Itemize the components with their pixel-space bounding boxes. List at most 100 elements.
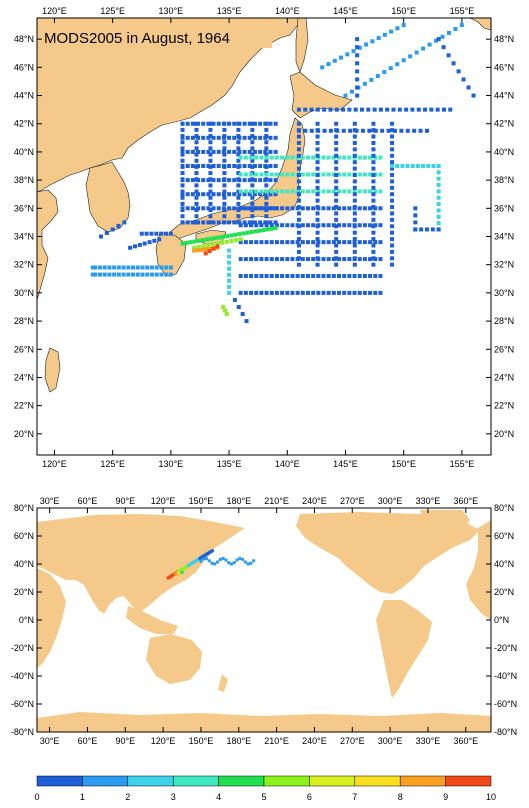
observation-marker bbox=[194, 152, 199, 157]
observation-marker bbox=[378, 107, 383, 112]
observation-marker bbox=[208, 164, 213, 169]
observation-marker bbox=[392, 128, 397, 133]
observation-marker bbox=[404, 107, 409, 112]
observation-marker bbox=[347, 107, 352, 112]
colorbar-segment bbox=[309, 775, 356, 787]
lon-tick-label: 150°E bbox=[391, 6, 416, 16]
observation-marker bbox=[196, 244, 201, 249]
lon-tick-label: 240°E bbox=[302, 736, 327, 746]
colorbar-segment bbox=[36, 775, 83, 787]
observation-marker bbox=[232, 135, 237, 140]
observation-marker bbox=[269, 172, 274, 177]
observation-marker bbox=[390, 217, 395, 222]
lat-tick-label: -40°N bbox=[494, 671, 517, 681]
observation-marker bbox=[378, 273, 383, 278]
observation-marker bbox=[436, 227, 441, 232]
colorbar-label: 6 bbox=[307, 792, 312, 802]
observation-marker bbox=[419, 227, 424, 232]
observation-marker bbox=[334, 179, 339, 184]
observation-marker bbox=[446, 30, 451, 35]
observation-marker bbox=[290, 189, 295, 194]
observation-marker bbox=[208, 140, 213, 145]
observation-marker bbox=[259, 189, 264, 194]
observation-marker bbox=[190, 220, 195, 225]
observation-marker bbox=[315, 211, 320, 216]
lat-tick-label: 28°N bbox=[494, 316, 514, 326]
observation-marker bbox=[321, 172, 326, 177]
observation-marker bbox=[321, 257, 326, 262]
observation-marker bbox=[362, 155, 367, 160]
observation-marker bbox=[274, 290, 279, 295]
observation-marker bbox=[180, 177, 185, 182]
lat-tick-label: 20°N bbox=[494, 429, 514, 439]
observation-marker bbox=[131, 265, 136, 270]
observation-marker bbox=[321, 223, 326, 228]
lat-tick-label: 46°N bbox=[494, 62, 514, 72]
observation-marker bbox=[243, 273, 248, 278]
observation-marker bbox=[269, 290, 274, 295]
observation-marker bbox=[352, 224, 357, 229]
observation-marker bbox=[157, 237, 162, 242]
global-land bbox=[37, 510, 491, 732]
observation-marker bbox=[371, 147, 376, 152]
observation-marker bbox=[334, 121, 339, 126]
observation-marker bbox=[252, 559, 256, 563]
observation-marker bbox=[116, 223, 121, 228]
observation-marker bbox=[250, 140, 255, 145]
colorbar-segment bbox=[127, 775, 174, 787]
observation-marker bbox=[93, 272, 98, 277]
observation-marker bbox=[223, 308, 228, 313]
observation-marker bbox=[229, 233, 234, 238]
observation-marker bbox=[269, 226, 274, 231]
observation-marker bbox=[97, 272, 102, 277]
observation-marker bbox=[258, 135, 263, 140]
observation-marker bbox=[258, 164, 263, 169]
observation-marker bbox=[112, 272, 117, 277]
observation-marker bbox=[90, 272, 95, 277]
colorbar-label: 1 bbox=[80, 792, 85, 802]
lon-tick-label: 150°E bbox=[391, 459, 416, 469]
observation-marker bbox=[180, 201, 185, 206]
observation-marker bbox=[145, 272, 150, 277]
observation-marker bbox=[296, 243, 301, 248]
observation-marker bbox=[249, 206, 254, 211]
observation-marker bbox=[227, 149, 232, 154]
observation-marker bbox=[227, 206, 232, 211]
observation-marker bbox=[102, 265, 107, 270]
observation-marker bbox=[300, 155, 305, 160]
observation-marker bbox=[259, 257, 264, 262]
observation-marker bbox=[424, 227, 429, 232]
observation-marker bbox=[371, 153, 376, 158]
observation-marker bbox=[180, 134, 185, 139]
observation-marker bbox=[264, 273, 269, 278]
observation-marker bbox=[185, 192, 190, 197]
observation-marker bbox=[326, 273, 331, 278]
observation-marker bbox=[243, 155, 248, 160]
observation-marker bbox=[259, 172, 264, 177]
observation-marker bbox=[238, 155, 243, 160]
observation-marker bbox=[194, 164, 199, 169]
lon-tick-label: 360°E bbox=[453, 736, 478, 746]
observation-marker bbox=[274, 273, 279, 278]
observation-marker bbox=[237, 232, 242, 237]
observation-marker bbox=[273, 135, 278, 140]
observation-marker bbox=[222, 140, 227, 145]
observation-marker bbox=[334, 153, 339, 158]
observation-marker bbox=[373, 290, 378, 295]
observation-marker bbox=[328, 107, 333, 112]
observation-marker bbox=[236, 134, 241, 139]
observation-marker bbox=[254, 240, 259, 245]
observation-marker bbox=[296, 224, 301, 229]
lat-tick-label: 44°N bbox=[14, 91, 34, 101]
observation-marker bbox=[371, 224, 376, 229]
observation-marker bbox=[222, 152, 227, 157]
observation-marker bbox=[331, 189, 336, 194]
observation-marker bbox=[221, 192, 226, 197]
observation-marker bbox=[436, 214, 441, 219]
observation-marker bbox=[201, 121, 206, 126]
observation-marker bbox=[180, 152, 185, 157]
observation-marker bbox=[373, 273, 378, 278]
observation-marker bbox=[194, 208, 199, 213]
observation-marker bbox=[352, 147, 357, 152]
colorbar-label: 8 bbox=[398, 792, 403, 802]
